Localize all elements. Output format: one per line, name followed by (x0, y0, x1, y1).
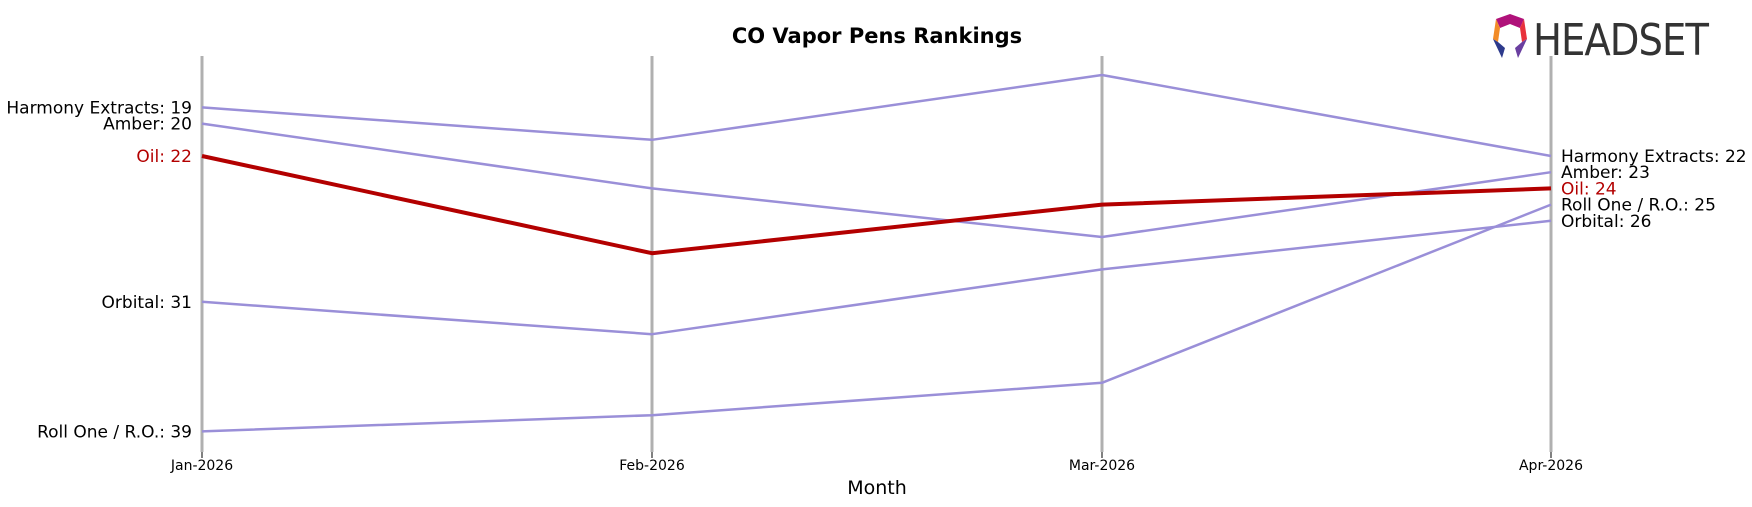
end-label-roll-one-r-o: Roll One / R.O.: 25 (1561, 196, 1716, 216)
grid-lines (200, 56, 1553, 452)
x-axis-label: Month (847, 477, 907, 499)
logo-mark-bottom-right (1515, 39, 1527, 58)
start-label-oil: Oil: 22 (136, 147, 192, 167)
series-line-oil (201, 154, 1552, 256)
headset-logo: HEADSET (1493, 14, 1711, 66)
series-labels: Harmony Extracts: 19 Harmony Extracts: 22… (6, 98, 1746, 442)
chart-title: CO Vapor Pens Rankings (732, 24, 1022, 48)
x-tick-label-2: Mar-2026 (1069, 458, 1135, 474)
x-tick-label-0: Jan-2026 (170, 458, 233, 474)
end-label-harmony-extracts: Harmony Extracts: 22 (1561, 147, 1747, 167)
logo-text: HEADSET (1533, 15, 1710, 66)
x-tick-label-1: Feb-2026 (619, 458, 685, 474)
start-label-harmony-extracts: Harmony Extracts: 19 (6, 98, 192, 118)
logo-mark-bottom-left (1493, 39, 1505, 58)
start-label-amber: Amber: 20 (103, 115, 192, 135)
start-label-roll-one-r-o: Roll One / R.O.: 39 (37, 422, 192, 442)
series-lines (201, 73, 1552, 433)
end-label-amber: Amber: 23 (1561, 163, 1650, 183)
logo-mark-left (1493, 19, 1500, 42)
series-line-harmony-extracts (201, 73, 1552, 158)
end-label-oil: Oil: 24 (1561, 179, 1617, 199)
logo-mark-top (1496, 14, 1524, 28)
logo-mark-right (1520, 19, 1527, 42)
series-line-roll-one-r-o (201, 203, 1552, 433)
end-label-orbital: Orbital: 26 (1561, 212, 1651, 232)
start-label-orbital: Orbital: 31 (102, 293, 192, 313)
series-line-amber (201, 122, 1552, 239)
series-line-orbital (201, 219, 1552, 336)
x-axis-ticks: Jan-2026 Feb-2026 Mar-2026 Apr-2026 (170, 452, 1583, 474)
x-tick-label-3: Apr-2026 (1519, 458, 1583, 474)
